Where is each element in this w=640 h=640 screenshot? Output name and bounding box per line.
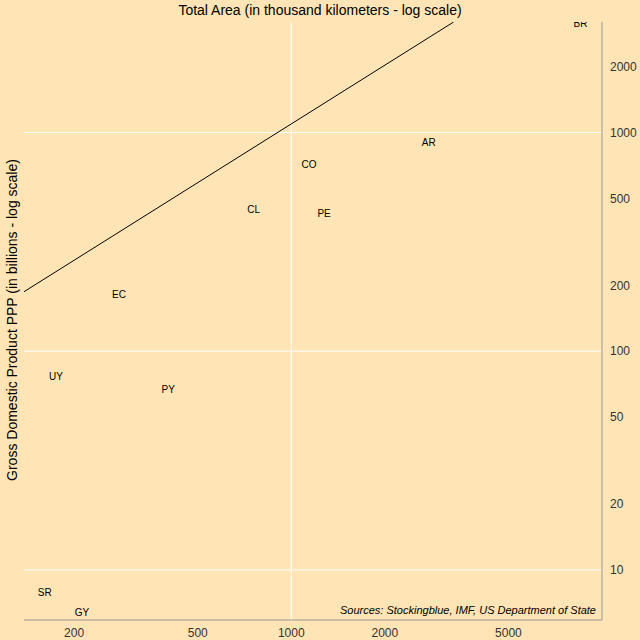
svg-text:100: 100 (610, 344, 630, 358)
svg-text:2000: 2000 (610, 60, 632, 74)
svg-text:CO: CO (301, 159, 316, 170)
svg-text:PY: PY (162, 384, 176, 395)
svg-text:UY: UY (49, 371, 63, 382)
svg-text:500: 500 (188, 626, 208, 640)
svg-text:200: 200 (64, 626, 84, 640)
svg-text:10: 10 (610, 563, 624, 577)
svg-text:AR: AR (422, 137, 436, 148)
html-text:Total Area (in thousand kilome: Total Area (in thousand kilometers - log… (178, 2, 462, 18)
html-text:Sources: Stockingblue, IMF, US: Sources: Stockingblue, IMF, US Departmen… (340, 604, 596, 616)
svg-text:EC: EC (112, 289, 126, 300)
svg-text:PE: PE (317, 208, 331, 219)
svg-text:1000: 1000 (278, 626, 305, 640)
svg-text:500: 500 (610, 192, 630, 206)
svg-text:SR: SR (38, 587, 52, 598)
svg-text:1000: 1000 (610, 126, 632, 140)
html-text:Gross Domestic Product PPP (in: Gross Domestic Product PPP (in billions … (4, 159, 20, 481)
svg-text:2000: 2000 (371, 626, 398, 640)
svg-text:50: 50 (610, 410, 624, 424)
svg-text:20: 20 (610, 497, 624, 511)
svg-text:CL: CL (247, 204, 260, 215)
svg-text:GY: GY (75, 607, 90, 618)
svg-text:200: 200 (610, 279, 630, 293)
svg-text:BR: BR (574, 22, 588, 29)
svg-text:5000: 5000 (495, 626, 522, 640)
